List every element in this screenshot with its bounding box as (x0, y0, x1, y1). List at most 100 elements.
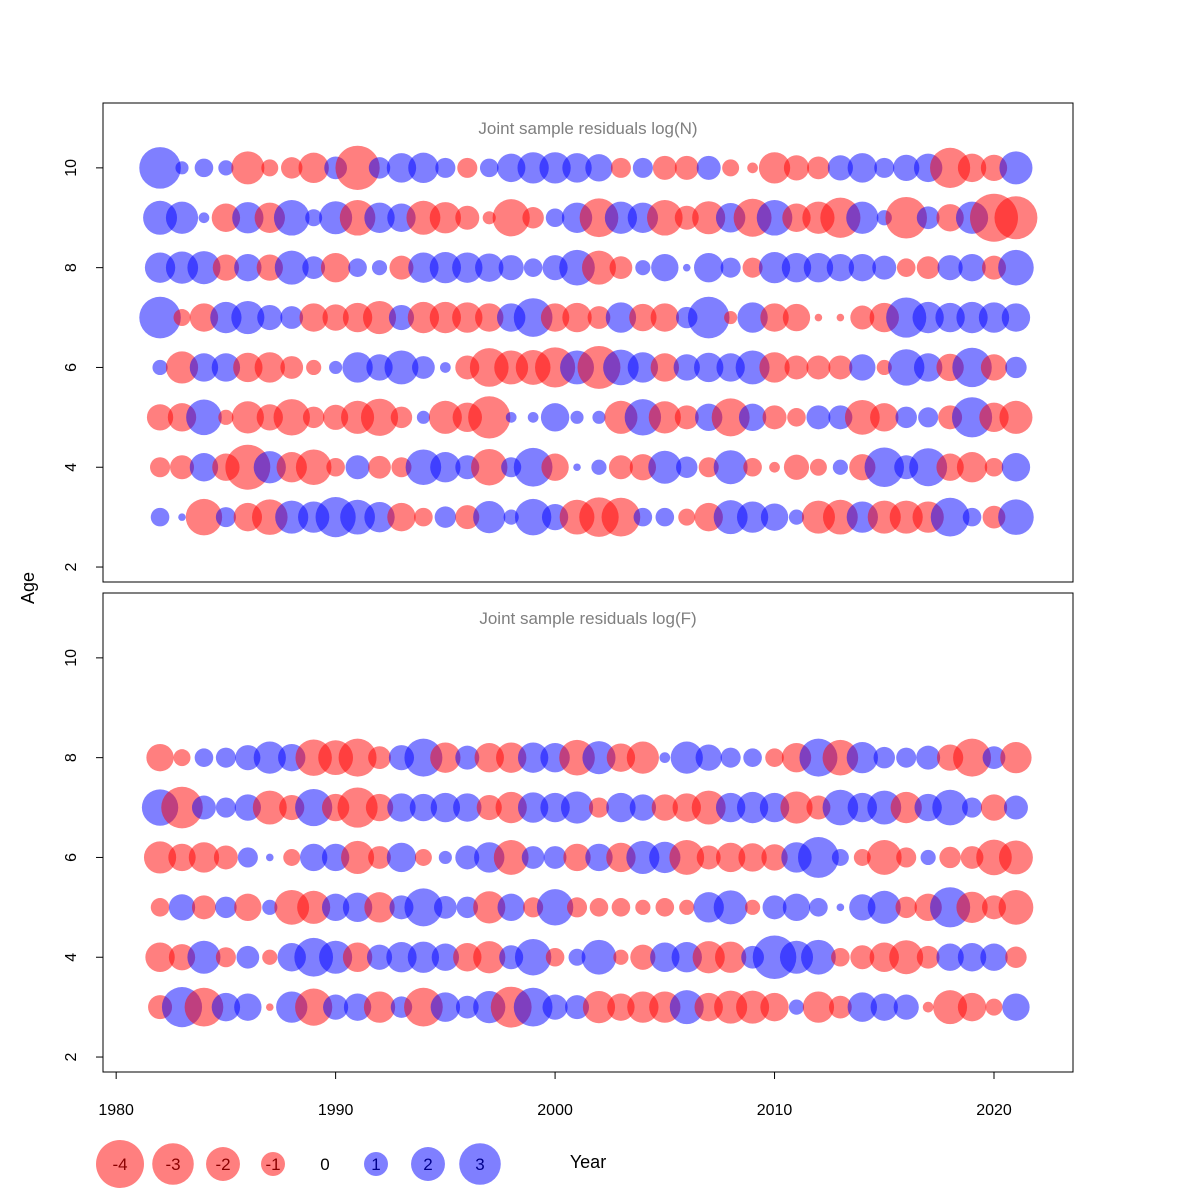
bubble-age8-2009 (742, 257, 763, 278)
legend-bubble (459, 1143, 501, 1185)
legend-item: -3 (152, 1143, 194, 1185)
bubble-age5-2015 (870, 403, 899, 432)
bubble-age4-2001 (568, 948, 586, 966)
bubble-age8-2011 (781, 252, 812, 283)
bubble-age8-1985 (215, 747, 236, 768)
bubble-age6-2018 (939, 846, 961, 869)
bubble-age6-1995 (439, 362, 451, 373)
bubble-age7-2008 (724, 310, 738, 325)
bubble-age6-1991 (341, 840, 375, 874)
bubble-age5-2008 (713, 890, 748, 925)
bubble-age6-2016 (888, 349, 925, 386)
bubble-age3-2010 (760, 992, 789, 1022)
bubble-age4-2021 (1005, 946, 1027, 968)
legend-item: 0 (320, 1155, 329, 1174)
bubble-age5-2019 (956, 891, 988, 923)
legend-label: -4 (112, 1155, 127, 1174)
bubble-age4-1990 (326, 457, 345, 477)
bubble-age6-1992 (368, 846, 391, 869)
bubble-age7-1997 (475, 303, 504, 332)
bubble-age10-2018 (930, 147, 971, 188)
bubble-age9-1988 (273, 199, 310, 236)
bubble-age3-1991 (343, 993, 372, 1021)
bubble-age4-1995 (431, 943, 460, 971)
bubble-age8-1998 (498, 255, 524, 281)
x-axis: 1980 1990 2000 2010 2020 (98, 1071, 1012, 1119)
bubble-age4-1994 (407, 941, 440, 973)
bubble-age5-2021 (998, 889, 1034, 925)
y-tick-label: 4 (63, 953, 80, 962)
bubble-age5-1985 (218, 409, 234, 425)
bubble-age8-1985 (212, 254, 240, 281)
bubble-age7-2014 (850, 305, 875, 330)
bubble-age3-2009 (736, 501, 769, 533)
bubble-age3-2015 (870, 993, 898, 1021)
bubble-age10-1988 (281, 157, 303, 179)
bubble-age6-1989 (306, 359, 322, 376)
bubble-age5-2002 (592, 410, 606, 424)
bubble-age6-1982 (143, 841, 177, 874)
bubble-age6-1982 (152, 359, 168, 376)
bubble-age7-2000 (540, 303, 570, 332)
bubble-age6-2015 (866, 840, 902, 875)
bubble-age4-1992 (366, 944, 393, 970)
bubble-age5-1996 (456, 896, 479, 919)
bubble-age10-2001 (562, 153, 592, 183)
bubble-age3-2002 (582, 991, 616, 1024)
bubble-age8-1996 (452, 252, 483, 283)
bubble-age7-2002 (588, 797, 610, 818)
bubble-age4-2004 (630, 944, 656, 970)
y-tick-label: 10 (63, 159, 80, 177)
bubble-age3-1997 (473, 501, 506, 534)
y-tick-label: 2 (63, 562, 80, 571)
bubble-age8-2021 (1000, 742, 1032, 774)
bubble-age4-2020 (980, 943, 1008, 971)
bubble-age4-1989 (295, 449, 332, 486)
bubble-age6-2003 (603, 349, 639, 386)
bubble-age5-1997 (473, 891, 506, 924)
bubble-age5-2005 (655, 898, 675, 917)
bubble-age8-1996 (455, 745, 480, 770)
bubble-age7-2017 (912, 301, 944, 334)
bubble-age10-2021 (999, 151, 1033, 185)
bubble-age9-1989 (305, 209, 323, 227)
bubble-age7-2013 (836, 313, 845, 322)
y-tick-label: 6 (63, 363, 80, 372)
bubble-age7-1994 (409, 793, 438, 822)
bubble-age5-1989 (302, 406, 325, 429)
bubble-age8-2014 (846, 742, 878, 774)
bubble-age3-1990 (323, 994, 349, 1020)
bubble-age6-2002 (585, 843, 613, 872)
bubble-age5-1987 (262, 899, 278, 915)
bubble-age3-1994 (404, 987, 443, 1027)
bubble-age4-2018 (936, 453, 964, 481)
bubble-age5-2000 (540, 403, 570, 432)
bubble-age8-1987 (253, 741, 286, 774)
bubble-age3-1992 (363, 991, 396, 1023)
bubble-age3-1984 (184, 987, 224, 1027)
bubble-age10-2008 (722, 159, 740, 177)
bubble-age6-2010 (761, 844, 788, 871)
legend-item: 3 (459, 1143, 501, 1185)
bubble-age4-1990 (319, 940, 353, 974)
bubble-age8-1982 (146, 743, 174, 772)
bubble-age5-1986 (231, 401, 264, 434)
bubble-age9-2016 (885, 196, 927, 239)
bubble-age10-1997 (479, 158, 499, 178)
bubble-age3-1991 (340, 499, 375, 535)
bubble-age4-2002 (591, 459, 607, 475)
bubble-age4-2008 (714, 941, 747, 973)
legend-label: 1 (371, 1155, 380, 1174)
bubble-age6-1985 (211, 353, 241, 382)
legend-label: 0 (320, 1155, 329, 1174)
bubble-age7-2018 (935, 302, 965, 333)
bubble-age5-1982 (146, 404, 174, 431)
bubble-age3-2006 (678, 508, 696, 526)
bubble-age3-1985 (215, 507, 236, 528)
bubble-age5-2002 (589, 898, 609, 917)
bubble-age3-1984 (185, 498, 223, 536)
bubble-age8-1994 (408, 252, 439, 283)
legend-label: -2 (215, 1155, 230, 1174)
bubble-age9-2010 (756, 199, 793, 236)
